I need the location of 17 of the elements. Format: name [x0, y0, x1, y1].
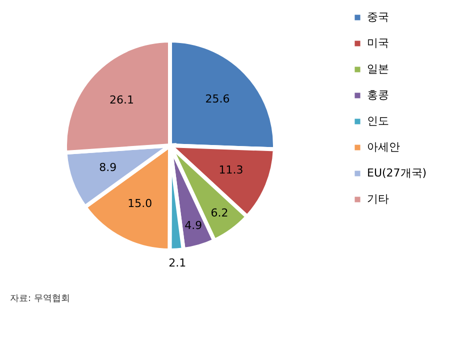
data-label: 4.9: [184, 219, 202, 232]
legend-label: 미국: [367, 36, 389, 50]
data-label: 8.9: [99, 160, 117, 174]
data-label: 25.6: [205, 92, 230, 106]
legend-label: 아세안: [367, 140, 400, 154]
legend-label: 기타: [367, 192, 389, 206]
legend-label: 일본: [367, 62, 389, 76]
data-label: 6.2: [210, 206, 228, 220]
data-label: 11.3: [218, 164, 244, 177]
legend-label: EU(27개국): [367, 166, 427, 180]
data-label: 26.1: [110, 93, 134, 106]
legend-label: 중국: [367, 10, 389, 24]
text: 자료: 무역협회: [10, 294, 70, 304]
legend-label: 홍콩: [367, 88, 389, 102]
data-label: 2.1: [168, 256, 186, 270]
legend-label: 인도: [367, 114, 389, 128]
data-label: 15.0: [128, 197, 152, 210]
